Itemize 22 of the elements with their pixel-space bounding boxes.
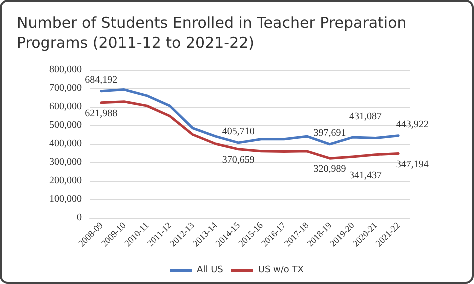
data-label: 621,988 xyxy=(85,108,118,120)
y-tick-label: 200,000 xyxy=(50,176,82,186)
y-tick-label: 300,000 xyxy=(50,157,82,168)
data-label: 443,922 xyxy=(396,119,429,130)
y-tick-label: 0 xyxy=(77,212,82,224)
data-label: 320,989 xyxy=(314,164,346,176)
y-tick-label: 500,000 xyxy=(50,120,82,131)
y-tick-label: 800,000 xyxy=(50,64,82,76)
data-label: 341,437 xyxy=(349,170,382,182)
data-label: 397,691 xyxy=(314,128,346,139)
legend-label: US w/o TX xyxy=(258,266,304,276)
data-label: 370,659 xyxy=(222,154,255,166)
y-tick-label: 700,000 xyxy=(50,83,82,94)
data-label: 347,194 xyxy=(396,159,429,170)
y-tick-label: 100,000 xyxy=(50,194,82,205)
legend-label: All US xyxy=(197,266,224,276)
chart-title: Number of Students Enrolled in Teacher Preparation Programs (2011-12 to 2021-22) xyxy=(17,14,412,52)
data-label: 684,192 xyxy=(85,74,118,86)
data-label: 405,710 xyxy=(222,126,255,138)
data-label: 431,087 xyxy=(349,112,382,123)
y-tick-label: 600,000 xyxy=(50,102,82,112)
y-tick-label: 400,000 xyxy=(50,138,82,150)
